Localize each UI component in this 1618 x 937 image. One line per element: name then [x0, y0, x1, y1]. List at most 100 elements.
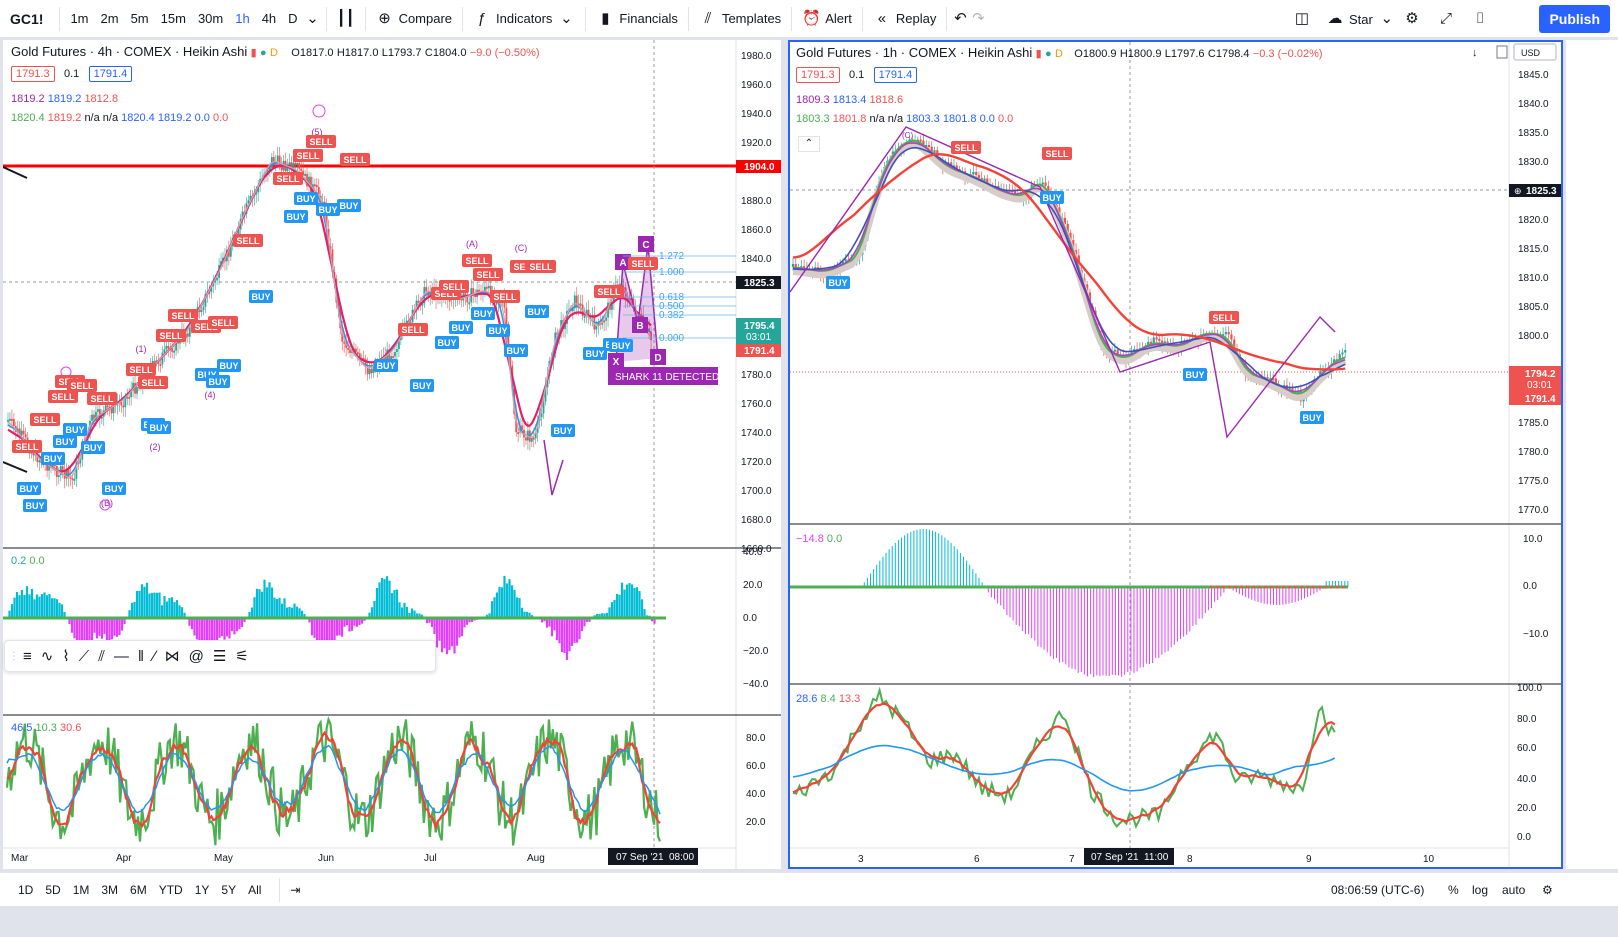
- auto-toggle[interactable]: auto: [1502, 882, 1526, 897]
- indicators-button[interactable]: ƒ Indicators ⌄: [467, 4, 581, 34]
- candle-body: [362, 358, 365, 361]
- templates-icon: ⫽: [704, 9, 712, 27]
- candle-body: [530, 437, 533, 442]
- parallel-channel-icon[interactable]: ⫽: [98, 647, 105, 665]
- log-toggle[interactable]: log: [1472, 882, 1489, 897]
- range-all[interactable]: All: [248, 882, 262, 897]
- buy-signal: BUY: [25, 501, 44, 511]
- drag-handle-icon[interactable]: ⋮: [9, 650, 19, 662]
- buy-signal-bg: [583, 347, 607, 360]
- ask-box[interactable]: 1791.4: [88, 66, 133, 82]
- candle-body: [916, 139, 919, 142]
- range-3m[interactable]: 3M: [101, 882, 119, 897]
- line-icon[interactable]: ∕: [153, 647, 156, 665]
- star-button[interactable]: ☁ Star ⌄: [1320, 4, 1402, 34]
- candle-body: [188, 324, 191, 337]
- left-chart-pane[interactable]: 1980.0 1960.0 1940.0 1920.0 1880.0 1860.0 1840…: [3, 40, 781, 869]
- camera-icon[interactable]: ⌷: [1475, 10, 1485, 27]
- candle-body: [583, 315, 586, 318]
- elliott-wave-icon[interactable]: ∿: [40, 648, 54, 665]
- pattern-point-bg: [632, 317, 648, 333]
- alert-button[interactable]: ⏰ Alert: [796, 4, 858, 34]
- sell-signal: SELL: [442, 282, 466, 292]
- interval-2m[interactable]: 2m: [100, 11, 119, 26]
- percent-toggle[interactable]: %: [1448, 882, 1459, 897]
- currency-selector: [1513, 43, 1557, 61]
- undo-icon[interactable]: ↶: [954, 9, 967, 27]
- candle-body: [1230, 334, 1233, 340]
- rewind-icon: «: [877, 9, 887, 27]
- buy-signal: BUY: [437, 338, 456, 348]
- templates-button[interactable]: ⫽ Templates: [693, 4, 787, 34]
- spiral-icon[interactable]: @: [188, 647, 204, 665]
- candle-body: [478, 289, 480, 292]
- clock[interactable]: 08:06:59 (UTC-6): [1331, 882, 1425, 897]
- left-chart-canvas[interactable]: 1980.0 1960.0 1940.0 1920.0 1880.0 1860.0 1840…: [3, 40, 781, 869]
- symbol-search[interactable]: GC1!: [10, 10, 44, 27]
- trend-line-icon[interactable]: ⟋: [78, 647, 90, 665]
- sell-signal: SELL: [434, 289, 458, 299]
- fullscreen-icon[interactable]: ⤢: [1439, 10, 1452, 27]
- time-cursor-hour: 11:00: [1144, 852, 1169, 863]
- right-chart-pane[interactable]: USD ↓ 1845.0 1840.0 1835.0 1830.0 1820.0 1815.0…: [788, 40, 1563, 869]
- sell-signal-bg: [156, 329, 186, 342]
- candle-body: [607, 302, 609, 318]
- right-chart-canvas[interactable]: USD ↓ 1845.0 1840.0 1835.0 1830.0 1820.0 1815.0…: [790, 42, 1561, 867]
- divider: [59, 6, 61, 31]
- interval-5m[interactable]: 5m: [130, 11, 149, 26]
- currency-label: USD: [1521, 48, 1541, 58]
- goto-date-icon[interactable]: ⇥: [290, 882, 301, 897]
- divider: [791, 6, 793, 31]
- band-line: [792, 141, 1347, 402]
- ind-value: 0.0: [979, 113, 995, 125]
- vertical-lines-icon[interactable]: ‖: [137, 647, 145, 665]
- buy-signal: BUY: [412, 381, 431, 391]
- publish-button[interactable]: Publish: [1539, 5, 1610, 33]
- interval-1h[interactable]: 1h: [235, 11, 250, 26]
- divider: [279, 877, 281, 902]
- range-5y[interactable]: 5Y: [221, 882, 237, 897]
- redo-icon[interactable]: ↷: [972, 9, 985, 27]
- left-ohlc-low: L1793.7: [381, 47, 422, 59]
- gear-icon[interactable]: ⚙: [1405, 10, 1419, 27]
- candle-body: [466, 296, 469, 303]
- abc-wave-icon[interactable]: ⌇: [62, 648, 70, 665]
- buy-signal-bg: [284, 210, 308, 223]
- osc-value: 0.2: [11, 555, 27, 567]
- range-6m[interactable]: 6M: [130, 882, 147, 897]
- fib-retracement-icon[interactable]: ☰: [212, 648, 227, 665]
- interval-30m[interactable]: 30m: [197, 11, 224, 26]
- alert-label: Alert: [825, 11, 852, 26]
- interval-1m[interactable]: 1m: [70, 11, 89, 26]
- horizontal-lines-icon[interactable]: ≡: [23, 647, 32, 665]
- collapse-legend-button[interactable]: ⌃: [798, 136, 820, 152]
- financials-button[interactable]: ▮ Financials: [590, 4, 684, 34]
- last-tag-bg: [1509, 366, 1561, 392]
- settings-lines-icon[interactable]: ⚟: [235, 648, 249, 665]
- range-ytd[interactable]: YTD: [158, 882, 183, 897]
- interval-4h[interactable]: 4h: [261, 11, 277, 26]
- price-tick-label: 1775.0: [1518, 476, 1549, 487]
- interval-d[interactable]: D: [288, 11, 298, 26]
- bid-box[interactable]: 1791.3: [11, 66, 55, 82]
- xabcd-pattern-icon[interactable]: ⋈: [164, 648, 180, 665]
- chart-style-button[interactable]: ┃┃: [331, 4, 361, 34]
- range-1d[interactable]: 1D: [18, 882, 34, 897]
- range-1m[interactable]: 1M: [72, 882, 90, 897]
- chevron-down-icon[interactable]: ⌄: [306, 9, 319, 27]
- compare-button[interactable]: ⊕ Compare: [370, 4, 458, 34]
- replay-button[interactable]: « Replay: [867, 4, 942, 34]
- horizontal-ray-icon[interactable]: —: [113, 647, 129, 665]
- ask-box[interactable]: 1791.4: [873, 67, 918, 83]
- plus-circle-icon: ⊕: [378, 9, 391, 27]
- chart-settings-icon[interactable]: ⚙: [1542, 882, 1553, 897]
- interval-15m[interactable]: 15m: [160, 11, 186, 26]
- ask-tag-bg: [736, 344, 781, 357]
- osc-tick-label: 0.0: [1523, 581, 1537, 592]
- candle-body: [69, 476, 72, 479]
- range-1y[interactable]: 1Y: [194, 882, 210, 897]
- status-dot-icon: ●: [260, 47, 267, 59]
- bid-box[interactable]: 1791.3: [796, 67, 840, 83]
- layout-icon[interactable]: ◫: [1294, 10, 1310, 27]
- range-5d[interactable]: 5D: [45, 882, 61, 897]
